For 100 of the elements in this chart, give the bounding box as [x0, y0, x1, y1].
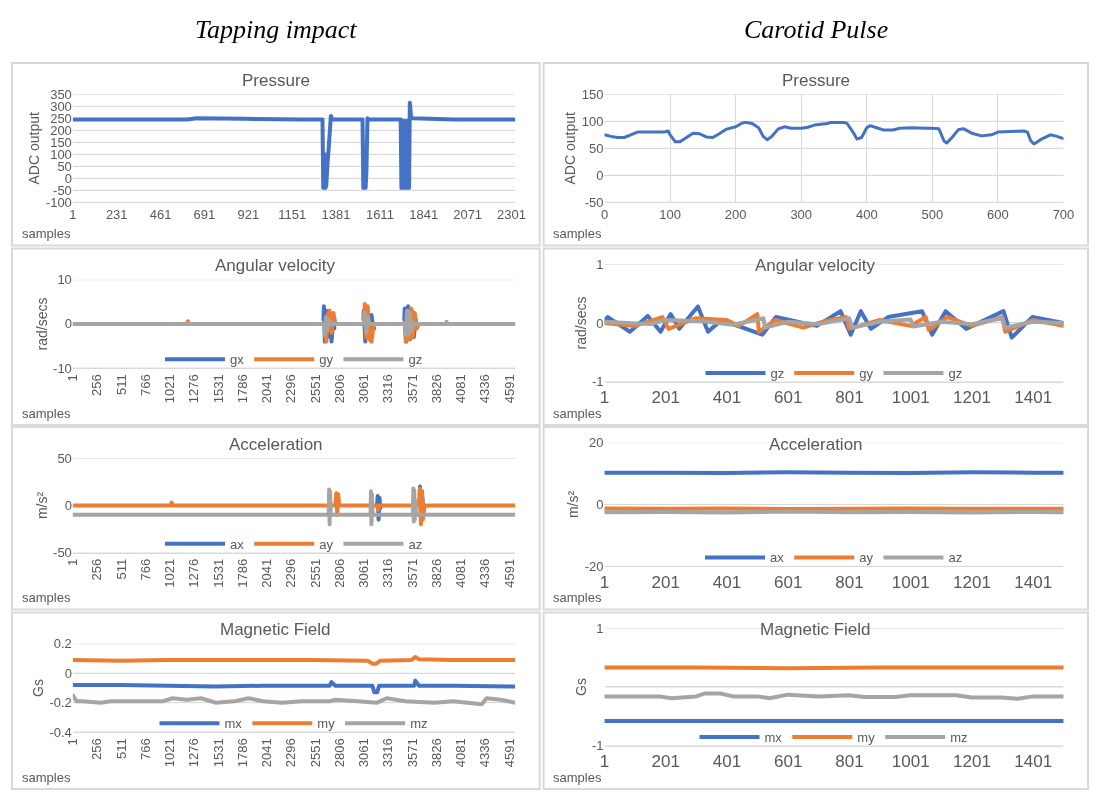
line-series [72, 655, 516, 666]
x-tick-label: 1401 [1014, 752, 1053, 772]
x-tick-label: 3571 [404, 374, 420, 404]
chart-title: Angular velocity [755, 256, 876, 275]
x-tick-label: 3061 [356, 738, 372, 768]
legend-label: mz [950, 730, 968, 746]
x-tick-label: 2551 [307, 558, 323, 588]
y-tick-label: 0 [596, 497, 604, 513]
x-tick-label: 4081 [453, 558, 469, 588]
x-tick-label: 256 [89, 738, 105, 761]
y-axis-title: Gs [572, 678, 589, 696]
legend-label: my [317, 716, 336, 732]
x-tick-label: 1786 [234, 558, 250, 588]
legend-label: gx [229, 352, 245, 368]
x-tick-label: 201 [651, 572, 680, 592]
legend-label: mx [224, 716, 243, 732]
y-tick-label: 0 [596, 167, 604, 183]
x-tick-label: 511 [113, 558, 129, 580]
x-tick-label: 2296 [283, 374, 299, 404]
x-tick-label: 4591 [501, 374, 517, 404]
legend-label: az [408, 536, 423, 552]
x-axis-title: samples [553, 770, 602, 785]
y-tick-label: 0.2 [53, 636, 72, 652]
x-tick-label: 1021 [162, 558, 178, 588]
x-tick-label: 1401 [1014, 572, 1053, 592]
line-series [72, 308, 516, 337]
x-tick-label: 801 [835, 388, 864, 408]
x-tick-label: 401 [712, 388, 742, 408]
x-tick-label: 1786 [234, 738, 250, 768]
y-tick-label: 0 [596, 315, 604, 331]
text: Tapping impact [195, 15, 358, 44]
x-tick-label: 1021 [162, 738, 178, 768]
y-axis-title: Gs [30, 679, 47, 697]
x-tick-label: 4336 [477, 558, 493, 588]
x-tick-label: 1531 [210, 738, 226, 768]
x-tick-label: 401 [712, 752, 742, 772]
x-tick-label: 2806 [331, 738, 347, 768]
legend-label: ay [319, 536, 334, 552]
x-tick-label: 4081 [453, 374, 469, 404]
line-series [72, 100, 516, 190]
x-tick-label: 3061 [356, 374, 372, 404]
x-tick-label: 691 [193, 206, 216, 222]
y-tick-label: 1 [596, 620, 604, 636]
chart-title: Magnetic Field [760, 620, 871, 639]
x-tick-label: 2806 [331, 558, 347, 588]
x-tick-label: 201 [651, 752, 680, 772]
x-tick-label: 201 [651, 388, 680, 408]
chart-title: Acceleration [769, 435, 863, 454]
x-axis-title: samples [553, 590, 602, 605]
x-tick-label: 1201 [953, 572, 991, 592]
x-axis-title: samples [553, 226, 602, 241]
x-axis-title: samples [22, 590, 71, 605]
x-tick-label: 921 [237, 206, 260, 222]
legend-label: gy [319, 352, 334, 368]
line-series [72, 678, 516, 695]
y-tick-label: 150 [581, 86, 604, 102]
x-tick-label: 256 [89, 558, 105, 581]
x-tick-label: 2551 [307, 374, 323, 404]
x-tick-label: 231 [105, 206, 128, 222]
x-axis-title: samples [22, 226, 71, 241]
line-series [72, 693, 516, 707]
x-tick-label: 700 [1052, 206, 1075, 222]
y-tick-label: 0 [64, 665, 72, 681]
chart-title: Magnetic Field [220, 620, 331, 639]
x-tick-label: 511 [113, 738, 129, 760]
x-tick-label: 1276 [186, 738, 202, 768]
y-axis-title: m/s² [565, 490, 582, 519]
x-tick-label: 2551 [307, 738, 323, 768]
x-tick-label: 601 [774, 572, 803, 592]
x-tick-label: 4591 [501, 558, 517, 588]
x-tick-label: 3571 [404, 738, 420, 768]
y-tick-label: 10 [57, 272, 72, 288]
x-tick-label: 1531 [210, 558, 226, 588]
x-axis-title: samples [22, 406, 71, 421]
x-tick-label: 300 [790, 206, 813, 222]
y-axis-title: rad/secs [33, 297, 50, 351]
chart-title: Acceleration [229, 435, 323, 454]
x-tick-label: 400 [855, 206, 878, 222]
x-tick-label: 2806 [331, 374, 347, 404]
y-tick-label: -10 [53, 360, 72, 376]
x-tick-label: 601 [774, 752, 803, 772]
y-tick-label: -0.2 [49, 695, 72, 711]
x-tick-label: 1841 [409, 206, 439, 222]
legend-label: ay [859, 550, 874, 566]
y-tick-label: -50 [584, 194, 604, 210]
legend-label: ax [229, 536, 245, 552]
legend-label: my [857, 730, 876, 746]
x-tick-label: 461 [149, 206, 172, 222]
y-tick-label: -1 [591, 374, 604, 390]
y-tick-label: 20 [589, 435, 604, 451]
legend-label: az [948, 550, 963, 566]
x-tick-label: 3061 [356, 558, 372, 588]
x-tick-label: 3826 [428, 558, 444, 588]
y-tick-label: -0.4 [49, 724, 72, 740]
x-tick-label: 100 [659, 206, 681, 222]
legend-label: gy [859, 366, 874, 382]
x-tick-label: 1021 [162, 374, 178, 404]
x-tick-label: 3826 [428, 374, 444, 404]
x-tick-label: 1001 [891, 388, 930, 408]
x-tick-label: 1611 [365, 206, 394, 222]
